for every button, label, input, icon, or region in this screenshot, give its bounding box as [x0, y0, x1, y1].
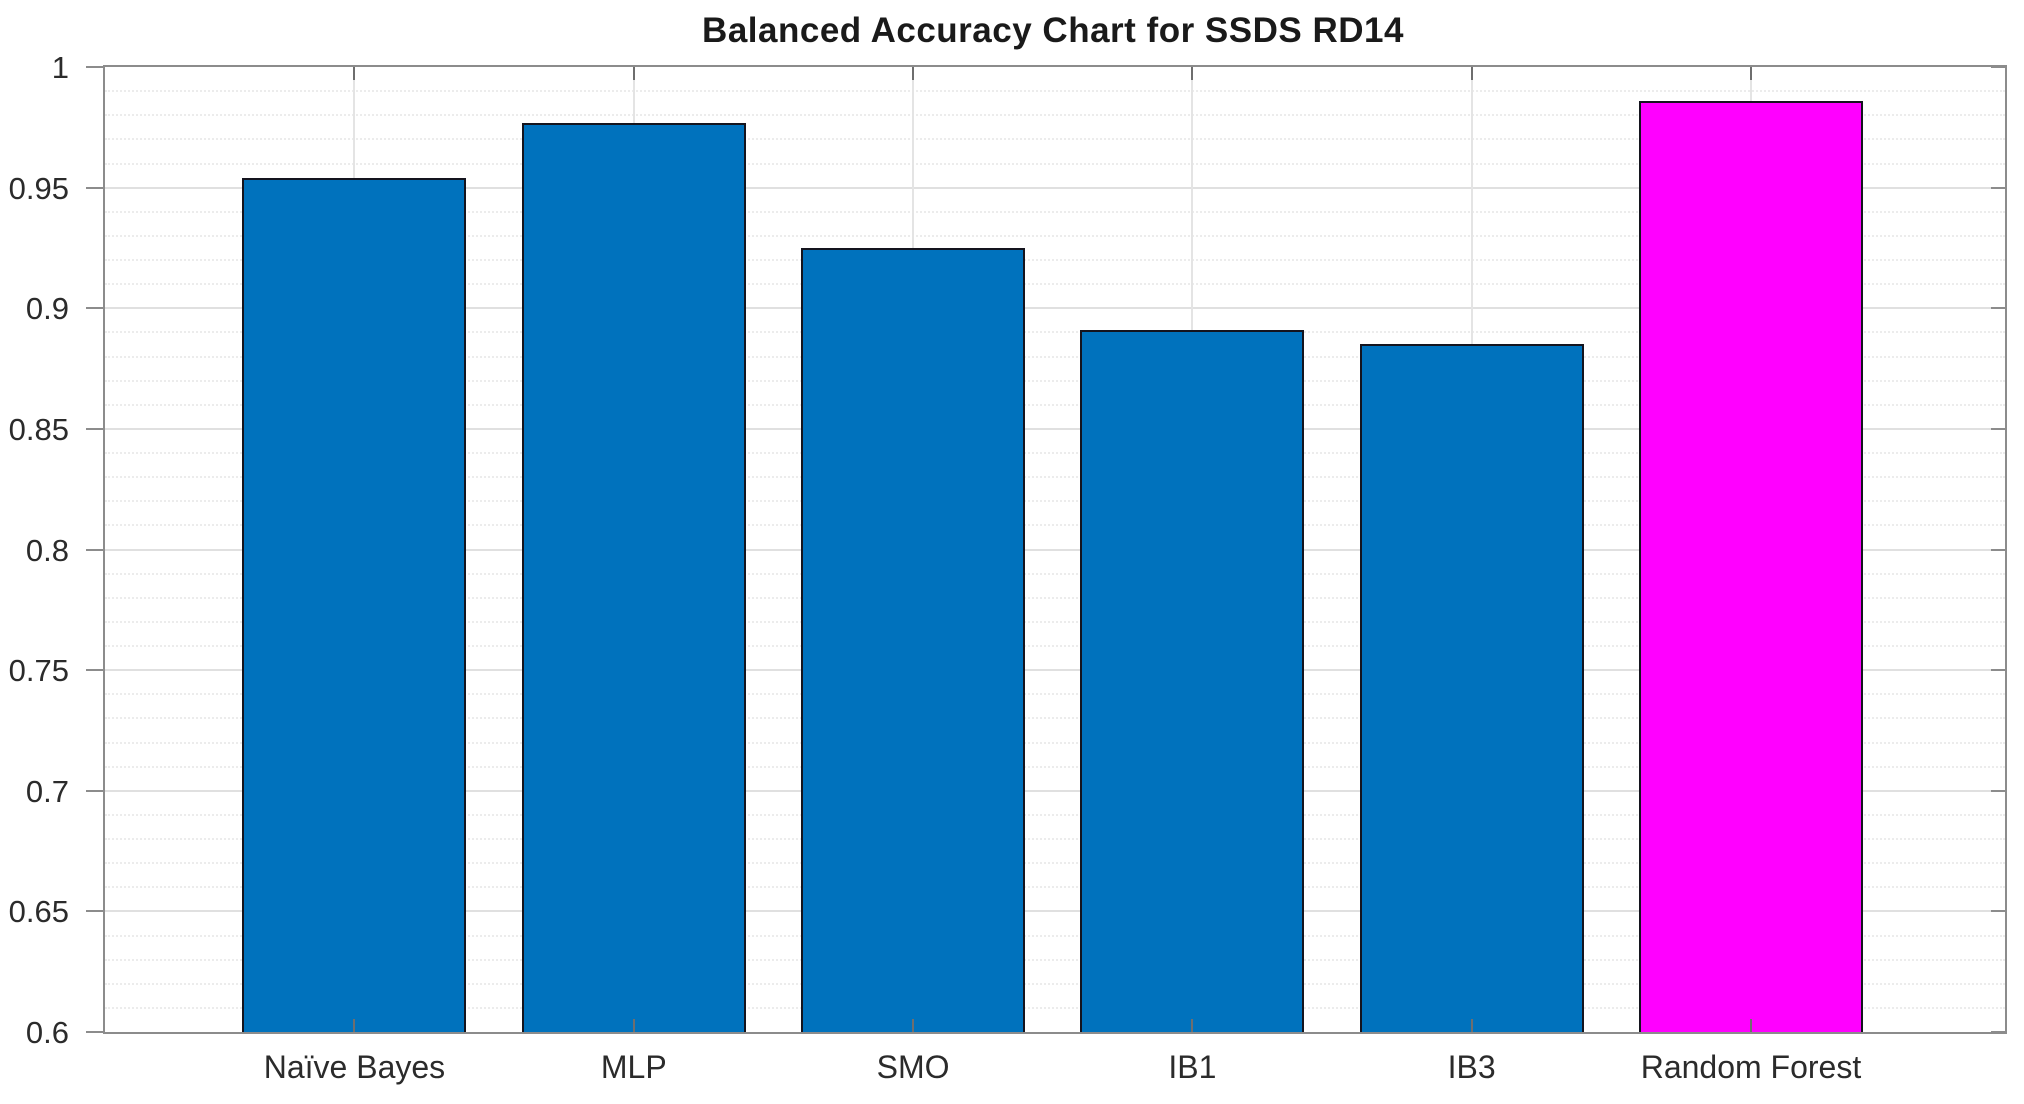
y-tick-mark [1991, 789, 2005, 792]
y-gridline-minor [105, 500, 2005, 503]
x-tick-mark [912, 1019, 915, 1032]
bar-smo [801, 247, 1026, 1032]
y-gridline-minor [105, 283, 2005, 286]
y-tick-mark [86, 307, 103, 310]
x-axis-category-label: Naïve Bayes [263, 1049, 446, 1085]
x-axis-category-label: MLP [600, 1049, 667, 1085]
y-tick-mark [86, 1031, 103, 1033]
x-tick-mark [632, 1019, 635, 1032]
y-gridline-major [105, 669, 2005, 672]
x-tick-mark [1191, 67, 1194, 80]
y-tick-mark [1991, 307, 2005, 310]
bar-random-forest [1638, 100, 1863, 1032]
y-gridline-minor [105, 1006, 2005, 1009]
bar-mlp [521, 122, 746, 1032]
y-tick-mark [86, 548, 103, 551]
x-tick-mark [1470, 1019, 1473, 1032]
y-gridline-minor [105, 355, 2005, 358]
y-gridline-major [105, 186, 2005, 189]
y-gridline-major [105, 910, 2005, 913]
y-gridline-minor [105, 114, 2005, 117]
y-tick-mark [86, 669, 103, 672]
y-gridline-minor [105, 765, 2005, 768]
y-gridline-major [105, 789, 2005, 792]
y-gridline-minor [105, 234, 2005, 237]
bar-naive-bayes [242, 177, 467, 1032]
y-tick-mark [1991, 548, 2005, 551]
y-tick-mark [86, 66, 103, 68]
y-axis-tick-label: 0.6 [25, 1015, 69, 1050]
y-gridline-major [105, 548, 2005, 551]
y-axis-tick-label: 0.8 [25, 532, 69, 568]
y-gridline-minor [105, 693, 2005, 696]
x-tick-mark [632, 67, 635, 80]
y-tick-mark [86, 910, 103, 913]
y-gridline-minor [105, 331, 2005, 334]
bar-ib1 [1080, 329, 1305, 1032]
y-tick-mark [86, 186, 103, 189]
y-gridline-major [105, 427, 2005, 430]
y-tick-mark [86, 427, 103, 430]
y-axis-tick-label: 1 [51, 50, 69, 85]
y-tick-mark [1991, 186, 2005, 189]
x-tick-mark [1470, 67, 1473, 80]
y-gridline-minor [105, 982, 2005, 985]
y-tick-mark [1991, 66, 2005, 68]
y-gridline-minor [105, 934, 2005, 937]
y-tick-mark [1991, 427, 2005, 430]
y-gridline-minor [105, 138, 2005, 141]
x-tick-mark [1749, 1019, 1752, 1032]
y-gridline-minor [105, 717, 2005, 720]
y-gridline-minor [105, 572, 2005, 575]
y-gridline-major [105, 307, 2005, 310]
y-tick-mark [1991, 1031, 2005, 1033]
x-axis-category-label: IB3 [1447, 1049, 1496, 1085]
bar-ib3 [1359, 344, 1584, 1032]
y-gridline-minor [105, 210, 2005, 213]
y-axis-tick-label: 0.95 [8, 170, 69, 206]
y-gridline-minor [105, 886, 2005, 889]
y-gridline-minor [105, 90, 2005, 93]
y-gridline-minor [105, 862, 2005, 865]
x-tick-mark [353, 67, 356, 80]
x-tick-mark [1191, 1019, 1194, 1032]
y-gridline-minor [105, 741, 2005, 744]
x-tick-mark [1749, 67, 1752, 80]
y-axis-tick-label: 0.7 [25, 773, 69, 809]
y-gridline-minor [105, 645, 2005, 647]
y-gridline-minor [105, 813, 2005, 816]
y-tick-mark [1991, 910, 2005, 913]
y-axis-tick-label: 0.9 [25, 291, 69, 327]
y-axis-tick-label: 0.85 [8, 411, 69, 447]
x-tick-mark [912, 67, 915, 80]
y-axis-tick-label: 0.75 [8, 653, 69, 689]
y-tick-mark [1991, 669, 2005, 672]
y-gridline-minor [105, 162, 2005, 165]
y-gridline-minor [105, 596, 2005, 599]
y-gridline-minor [105, 452, 2005, 454]
y-tick-mark [86, 789, 103, 792]
x-axis-category-label: SMO [876, 1049, 950, 1085]
y-gridline-minor [105, 524, 2005, 527]
x-axis-category-label: Random Forest [1640, 1049, 1862, 1085]
y-gridline-minor [105, 259, 2005, 261]
x-tick-mark [353, 1019, 356, 1032]
plot-area: 0.6 0.65 0.7 0.75 0.8 0.85 0.9 0.95 1 Naïve Bayes… [9, 52, 2007, 1085]
y-gridline-minor [105, 958, 2005, 961]
y-gridline-minor [105, 379, 2005, 382]
y-gridline-minor [105, 838, 2005, 840]
x-axis-category-label: IB1 [1168, 1049, 1217, 1085]
y-gridline-minor [105, 620, 2005, 623]
y-axis-tick-label: 0.65 [8, 894, 69, 930]
y-gridline-minor [105, 476, 2005, 479]
y-gridline-minor [105, 403, 2005, 406]
chart-title: Balanced Accuracy Chart for SSDS RD14 [702, 11, 1404, 50]
